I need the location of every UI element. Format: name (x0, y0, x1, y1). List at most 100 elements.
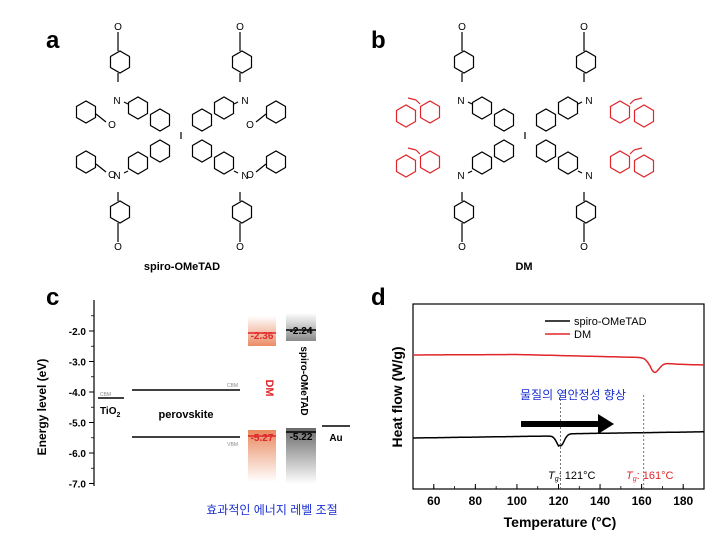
nitrogen-atom: N (585, 171, 592, 182)
annotation-stability: 물질의 열안정성 향상 (520, 388, 626, 402)
perovskite-cbm-tag: CBM (227, 383, 238, 389)
bond (577, 170, 583, 174)
nitrogen-atom: N (457, 171, 464, 182)
y-axis-ticks: -2.0 -3.0 -4.0 -5.0 -6.0 -7.0 (69, 315, 94, 491)
oxygen-atom: O (114, 22, 122, 33)
bond (467, 170, 473, 174)
y-tick-label: -4.0 (69, 388, 87, 399)
legend-label-dm: DM (574, 329, 591, 341)
y-tick-label: -2.0 (69, 327, 87, 338)
perovskite-vbm-tag: VBM (227, 442, 238, 448)
nitrogen-atom: N (457, 96, 464, 107)
energy-annotation: 효과적인 에너지 레벨 조절 (206, 503, 337, 517)
fluorene-ring (419, 150, 441, 174)
spiro-ometad-structure: N NN NO OO OO OO O (75, 22, 287, 253)
dm-structure: N N N N O O O O (395, 22, 655, 253)
benzene-ring (471, 151, 493, 175)
tg-label-dm: Tg: 161°C (626, 470, 674, 483)
bond (255, 113, 267, 123)
x-tick-label: 100 (507, 494, 527, 508)
benzene-ring (75, 100, 97, 124)
benzene-ring (109, 50, 131, 74)
benzene-ring (535, 108, 557, 132)
oxygen-atom: O (580, 22, 588, 33)
y-tick-label: -7.0 (69, 480, 87, 491)
fluorene-ring (609, 150, 631, 174)
benzene-ring (557, 151, 579, 175)
benzene-ring (109, 200, 131, 224)
x-tick-label: 140 (590, 494, 610, 508)
y-tick-label: -5.0 (69, 419, 87, 430)
perovskite-label: perovskite (158, 409, 213, 421)
spiro-lumo-value: -2.24 (290, 326, 313, 337)
bond (415, 99, 421, 105)
oxygen-atom: O (458, 242, 466, 253)
benzene-ring (149, 139, 171, 163)
benzene-ring (535, 139, 557, 163)
panel-label-c: c (46, 284, 59, 311)
bond (407, 147, 417, 151)
oxygen-atom: O (236, 242, 244, 253)
x-axis-label: Temperature (°C) (504, 514, 617, 530)
dm-lumo-value: -2.36 (251, 331, 274, 342)
nitrogen-atom: N (241, 96, 248, 107)
x-tick-label: 160 (632, 494, 652, 508)
tg-label-spiro: Tg: 121°C (548, 470, 596, 483)
bond (407, 97, 417, 101)
bond (255, 163, 267, 173)
dm-curve (413, 353, 704, 374)
oxygen-atom: O (114, 242, 122, 253)
bond (123, 101, 129, 105)
bond (629, 99, 635, 105)
nitrogen-atom: N (113, 171, 120, 182)
benzene-ring (127, 96, 149, 120)
benzene-ring (75, 150, 97, 174)
oxygen-atom: O (108, 170, 116, 181)
fluorene-ring (395, 154, 417, 178)
nitrogen-atom: N (585, 96, 592, 107)
dm-homo-value: -5.27 (251, 433, 274, 444)
bond (123, 170, 129, 174)
nitrogen-atom: N (113, 96, 120, 107)
energy-level-diagram: -2.0 -3.0 -4.0 -5.0 -6.0 -7.0 Energy level (e… (35, 300, 350, 517)
benzene-ring (471, 96, 493, 120)
benzene-ring (213, 96, 235, 120)
bond (233, 101, 239, 105)
benzene-ring (231, 50, 253, 74)
legend-label-spiro: spiro-OMeTAD (574, 316, 647, 328)
bond (577, 101, 583, 105)
spiro-lumo-band (286, 313, 316, 341)
benzene-ring (265, 100, 287, 124)
benzene-ring (493, 139, 515, 163)
bond (633, 97, 643, 101)
y-axis-label: Energy level (eV) (35, 359, 49, 456)
benzene-ring (149, 108, 171, 132)
oxygen-atom: O (108, 120, 116, 131)
benzene-ring (191, 139, 213, 163)
bond (95, 163, 107, 173)
benzene-ring (265, 150, 287, 174)
benzene-ring (557, 96, 579, 120)
bond (415, 149, 421, 155)
spiro-homo-value: -5.22 (290, 432, 313, 443)
x-tick-label: 60 (427, 494, 441, 508)
fluorene-ring (609, 100, 631, 124)
oxygen-atom: O (246, 120, 254, 131)
benzene-ring (493, 108, 515, 132)
benzene-ring (575, 50, 597, 74)
oxygen-atom: O (246, 170, 254, 181)
y-tick-label: -6.0 (69, 449, 87, 460)
au-label: Au (329, 433, 342, 444)
benzene-ring (213, 151, 235, 175)
y-axis-label: Heat flow (W/g) (389, 346, 405, 447)
dm-lumo-band (248, 316, 276, 346)
tio2-label: TiO2 (100, 406, 120, 419)
oxygen-atom: O (580, 242, 588, 253)
x-tick-label: 80 (469, 494, 483, 508)
x-tick-label: 120 (548, 494, 568, 508)
tio2-cbm-tag: CBM (100, 392, 111, 398)
fluorene-ring (633, 154, 655, 178)
arrow-right-icon (521, 414, 614, 434)
benzene-ring (231, 200, 253, 224)
benzene-ring (453, 50, 475, 74)
